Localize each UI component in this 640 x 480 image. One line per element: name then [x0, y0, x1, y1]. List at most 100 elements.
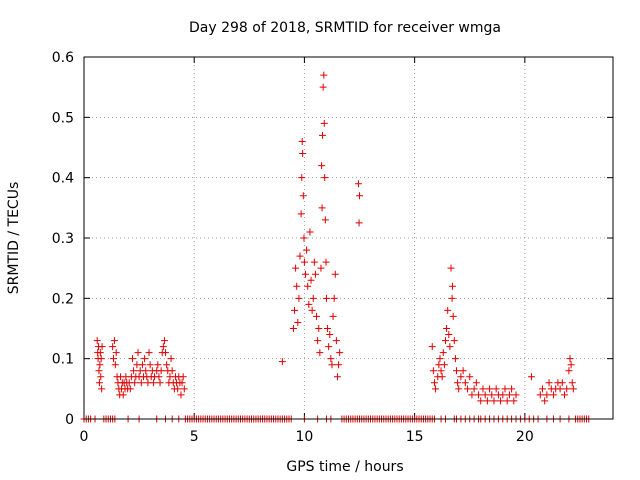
data-point: [432, 385, 440, 393]
data-point: [449, 312, 457, 320]
data-point: [297, 210, 305, 218]
data-point: [298, 137, 306, 145]
data-point: [561, 391, 569, 399]
data-point: [141, 355, 149, 363]
data-point: [549, 391, 557, 399]
data-point: [145, 349, 153, 357]
data-point: [174, 385, 182, 393]
data-point: [296, 252, 304, 260]
data-point: [336, 349, 344, 357]
data-point: [436, 355, 444, 363]
data-point: [146, 361, 154, 369]
data-point: [448, 294, 456, 302]
data-point: [565, 367, 573, 375]
data-point: [447, 264, 455, 272]
data-point: [355, 219, 363, 227]
data-point: [130, 367, 138, 375]
data-point: [437, 367, 445, 375]
data-point: [569, 385, 577, 393]
data-point: [558, 379, 566, 387]
data-point: [333, 373, 341, 381]
data-point: [308, 306, 316, 314]
data-point: [162, 349, 170, 357]
data-point: [154, 361, 162, 369]
data-point: [294, 318, 302, 326]
data-point: [332, 337, 340, 345]
data-point: [95, 379, 103, 387]
data-point: [497, 397, 505, 405]
x-tick-label: 20: [516, 429, 534, 445]
y-tick-label: 0.4: [52, 171, 74, 187]
data-point: [293, 282, 301, 290]
data-point: [538, 385, 546, 393]
data-point: [438, 373, 446, 381]
data-point: [278, 358, 286, 366]
data-point: [453, 367, 461, 375]
data-point: [475, 391, 483, 399]
data-point: [137, 379, 145, 387]
data-point: [449, 282, 457, 290]
data-point: [563, 385, 571, 393]
data-point: [470, 385, 478, 393]
data-point: [142, 367, 150, 375]
data-point: [318, 131, 326, 139]
axis-ticks: 0 0.1 0.2 0.3 0.4 0.5 0.6 0 5 10 15 20: [52, 50, 613, 445]
data-point: [481, 391, 489, 399]
data-point: [329, 312, 337, 320]
data-point: [149, 379, 157, 387]
data-point: [96, 349, 104, 357]
data-point: [180, 385, 188, 393]
data-point: [446, 343, 454, 351]
data-point: [112, 349, 120, 357]
data-point: [335, 361, 343, 369]
data-point: [510, 397, 518, 405]
data-point: [321, 174, 329, 182]
data-point: [160, 337, 168, 345]
data-point: [324, 325, 332, 332]
x-tick-label: 10: [296, 429, 314, 445]
data-point: [305, 300, 313, 308]
data-point: [468, 391, 476, 399]
data-point: [464, 385, 472, 393]
data-point: [541, 397, 549, 405]
data-point: [314, 337, 322, 345]
data-point: [451, 355, 459, 363]
data-point: [457, 373, 465, 381]
data-point: [159, 343, 167, 351]
data-point: [289, 325, 297, 332]
data-point: [96, 361, 104, 369]
data-point: [322, 294, 330, 302]
data-point: [307, 276, 315, 284]
data-point: [455, 385, 463, 393]
data-point: [488, 391, 496, 399]
y-tick-label: 0.1: [52, 352, 74, 368]
data-point: [505, 391, 513, 399]
data-point: [472, 379, 480, 387]
data-point: [543, 391, 551, 399]
data-point: [440, 361, 448, 369]
y-tick-label: 0.3: [52, 231, 74, 247]
data-point: [454, 379, 462, 387]
y-tick-label: 0: [65, 412, 74, 428]
data-point: [444, 306, 452, 314]
data-point: [167, 355, 175, 363]
x-tick-label: 15: [406, 429, 424, 445]
data-point: [325, 343, 333, 351]
data-point: [155, 373, 163, 381]
data-point: [300, 258, 308, 266]
data-point: [298, 174, 306, 182]
data-point: [300, 234, 308, 242]
data-point: [319, 83, 327, 91]
data-point: [490, 397, 498, 405]
data-point: [309, 294, 317, 302]
data-point: [326, 331, 334, 339]
data-point: [97, 373, 105, 381]
data-point: [483, 397, 491, 405]
data-point: [306, 228, 314, 236]
chart-title: Day 298 of 2018, SRMTID for receiver wmg…: [189, 20, 501, 36]
data-point: [131, 379, 139, 387]
data-point: [315, 325, 323, 332]
data-point: [450, 337, 458, 345]
x-tick-label: 5: [190, 429, 199, 445]
data-point: [304, 282, 312, 290]
